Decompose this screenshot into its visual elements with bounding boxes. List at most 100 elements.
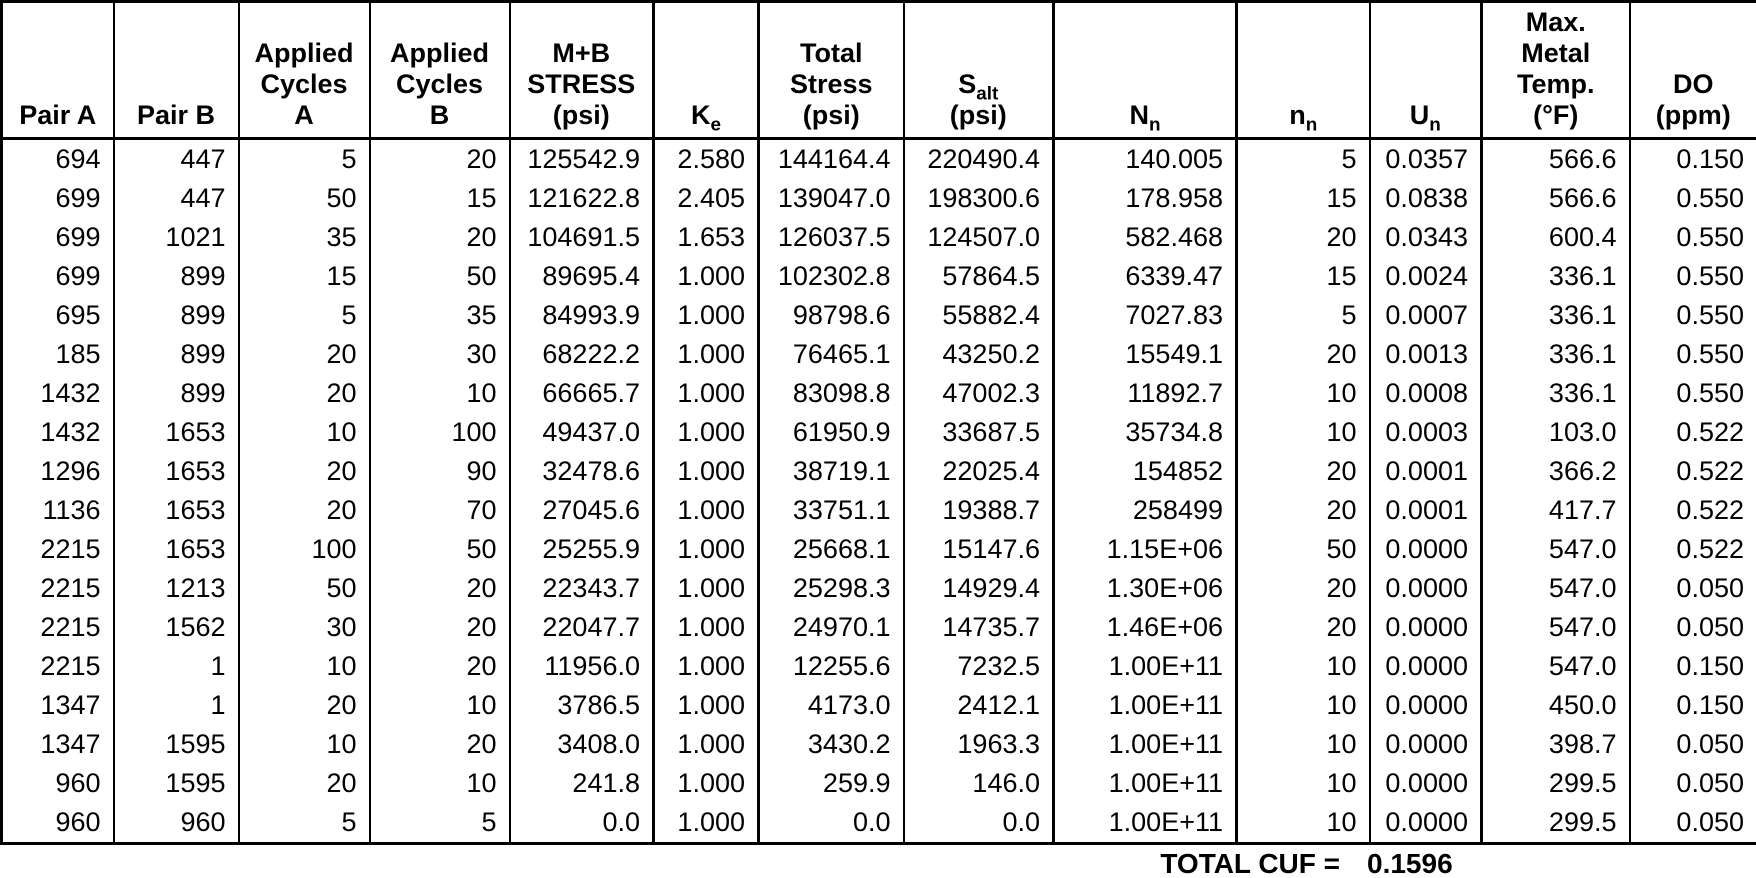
cell-do-ppm: 0.050 xyxy=(1628,803,1756,844)
cell-u-n: 0.0000 xyxy=(1368,569,1482,608)
cell-pair-b: 1021 xyxy=(112,218,239,257)
cell-s-alt: 1963.3 xyxy=(902,725,1054,764)
cell-max-metal-temp: 600.4 xyxy=(1480,218,1630,257)
cell-ke: 1.000 xyxy=(652,530,759,569)
table-row: 699 1021 35 20 104691.5 1.653 126037.5 124507.0… xyxy=(0,218,1756,257)
cell-s-alt: 14929.4 xyxy=(902,569,1054,608)
cell-u-n: 0.0003 xyxy=(1368,413,1482,452)
cell-n-allowable: 35734.8 xyxy=(1052,413,1237,452)
cell-n-allowable: 6339.47 xyxy=(1052,257,1237,296)
cell-applied-cycles-a: 100 xyxy=(237,530,370,569)
cell-n-allowable: 258499 xyxy=(1052,491,1237,530)
cell-pair-a: 1136 xyxy=(0,491,114,530)
cell-pair-a: 1347 xyxy=(0,725,114,764)
cell-pair-a: 2215 xyxy=(0,608,114,647)
cell-u-n: 0.0000 xyxy=(1368,530,1482,569)
cell-mb-stress: 89695.4 xyxy=(508,257,654,296)
total-cuf-label: TOTAL CUF = xyxy=(1160,848,1340,878)
column-header-pair-a: Pair A xyxy=(0,1,114,140)
cell-s-alt: 15147.6 xyxy=(902,530,1054,569)
cell-applied-cycles-a: 10 xyxy=(237,647,370,686)
cell-applied-cycles-b: 15 xyxy=(368,179,510,218)
cell-ke: 1.000 xyxy=(652,686,759,725)
cell-s-alt: 198300.6 xyxy=(902,179,1054,218)
cell-do-ppm: 0.150 xyxy=(1628,647,1756,686)
cell-total-stress: 76465.1 xyxy=(757,335,904,374)
cell-s-alt: 124507.0 xyxy=(902,218,1054,257)
cell-max-metal-temp: 417.7 xyxy=(1480,491,1630,530)
cell-total-stress: 259.9 xyxy=(757,764,904,803)
table-row: 1136 1653 20 70 27045.6 1.000 33751.1 19388.7 25… xyxy=(0,491,1756,530)
cell-total-stress: 12255.6 xyxy=(757,647,904,686)
cell-applied-cycles-a: 30 xyxy=(237,608,370,647)
table-row: 699 899 15 50 89695.4 1.000 102302.8 57864.5 633… xyxy=(0,257,1756,296)
cell-n-applied: 5 xyxy=(1235,296,1370,335)
cell-applied-cycles-a: 20 xyxy=(237,374,370,413)
cell-applied-cycles-b: 20 xyxy=(368,608,510,647)
cell-do-ppm: 0.522 xyxy=(1628,491,1756,530)
cell-n-applied: 20 xyxy=(1235,452,1370,491)
cell-ke: 1.000 xyxy=(652,803,759,844)
cell-n-applied: 10 xyxy=(1235,686,1370,725)
table-row: 2215 1562 30 20 22047.7 1.000 24970.1 14735.7 1.… xyxy=(0,608,1756,647)
cell-max-metal-temp: 299.5 xyxy=(1480,764,1630,803)
cell-applied-cycles-b: 50 xyxy=(368,257,510,296)
cell-applied-cycles-a: 50 xyxy=(237,179,370,218)
cell-s-alt: 2412.1 xyxy=(902,686,1054,725)
cell-n-applied: 5 xyxy=(1235,138,1370,179)
cell-total-stress: 24970.1 xyxy=(757,608,904,647)
cell-n-allowable: 11892.7 xyxy=(1052,374,1237,413)
cell-total-stress: 126037.5 xyxy=(757,218,904,257)
cell-pair-b: 1653 xyxy=(112,413,239,452)
cell-mb-stress: 121622.8 xyxy=(508,179,654,218)
column-header-s-alt: Salt (psi) xyxy=(902,1,1054,140)
cell-do-ppm: 0.522 xyxy=(1628,413,1756,452)
cell-applied-cycles-b: 20 xyxy=(368,647,510,686)
cell-mb-stress: 25255.9 xyxy=(508,530,654,569)
cell-applied-cycles-a: 5 xyxy=(237,296,370,335)
cell-pair-b: 960 xyxy=(112,803,239,844)
cell-n-allowable: 1.00E+11 xyxy=(1052,803,1237,844)
cell-mb-stress: 22343.7 xyxy=(508,569,654,608)
column-header-u-n: Un xyxy=(1368,1,1482,140)
cell-u-n: 0.0008 xyxy=(1368,374,1482,413)
cell-applied-cycles-b: 5 xyxy=(368,803,510,844)
cell-applied-cycles-a: 20 xyxy=(237,335,370,374)
cell-mb-stress: 49437.0 xyxy=(508,413,654,452)
cell-u-n: 0.0007 xyxy=(1368,296,1482,335)
cell-n-applied: 15 xyxy=(1235,179,1370,218)
cell-total-stress: 4173.0 xyxy=(757,686,904,725)
total-cuf-row: TOTAL CUF = 0.1596 xyxy=(0,845,1756,878)
cell-n-applied: 10 xyxy=(1235,413,1370,452)
cell-n-allowable: 582.468 xyxy=(1052,218,1237,257)
cell-applied-cycles-b: 10 xyxy=(368,764,510,803)
cell-max-metal-temp: 299.5 xyxy=(1480,803,1630,844)
cell-ke: 1.000 xyxy=(652,764,759,803)
cell-applied-cycles-a: 50 xyxy=(237,569,370,608)
cell-max-metal-temp: 547.0 xyxy=(1480,569,1630,608)
cell-ke: 2.580 xyxy=(652,138,759,179)
cell-n-applied: 10 xyxy=(1235,764,1370,803)
cell-applied-cycles-a: 20 xyxy=(237,452,370,491)
cell-max-metal-temp: 547.0 xyxy=(1480,608,1630,647)
cell-u-n: 0.0000 xyxy=(1368,608,1482,647)
cell-n-allowable: 1.00E+11 xyxy=(1052,764,1237,803)
table-row: 1296 1653 20 90 32478.6 1.000 38719.1 22025.4 15… xyxy=(0,452,1756,491)
cell-mb-stress: 68222.2 xyxy=(508,335,654,374)
cell-do-ppm: 0.550 xyxy=(1628,179,1756,218)
column-header-do-ppm: DO (ppm) xyxy=(1628,1,1756,140)
cell-max-metal-temp: 103.0 xyxy=(1480,413,1630,452)
table-header: Pair A Pair B Applied Cycles A Applied Cycles B… xyxy=(0,1,1756,140)
cell-max-metal-temp: 566.6 xyxy=(1480,138,1630,179)
cell-do-ppm: 0.550 xyxy=(1628,335,1756,374)
cell-pair-b: 1653 xyxy=(112,491,239,530)
cell-pair-a: 699 xyxy=(0,179,114,218)
cell-total-stress: 102302.8 xyxy=(757,257,904,296)
cell-u-n: 0.0357 xyxy=(1368,138,1482,179)
cell-mb-stress: 0.0 xyxy=(508,803,654,844)
cell-s-alt: 22025.4 xyxy=(902,452,1054,491)
cell-total-stress: 139047.0 xyxy=(757,179,904,218)
cell-mb-stress: 104691.5 xyxy=(508,218,654,257)
cell-total-stress: 33751.1 xyxy=(757,491,904,530)
cell-total-stress: 25298.3 xyxy=(757,569,904,608)
